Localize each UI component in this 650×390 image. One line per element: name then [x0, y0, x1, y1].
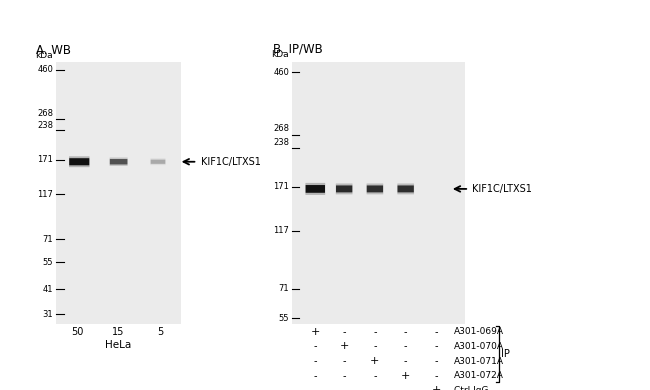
FancyBboxPatch shape	[110, 159, 127, 165]
Text: -: -	[313, 341, 317, 351]
Text: -: -	[404, 341, 408, 351]
Text: 50: 50	[71, 327, 83, 337]
Text: A301-069A: A301-069A	[454, 327, 504, 336]
Text: A301-070A: A301-070A	[454, 342, 504, 351]
Text: +: +	[370, 356, 380, 366]
Text: IP: IP	[500, 349, 510, 359]
Text: 117: 117	[37, 190, 53, 199]
Text: A301-072A: A301-072A	[454, 371, 504, 380]
Text: -: -	[404, 385, 408, 390]
Bar	[57, 62, 181, 324]
Text: 31: 31	[42, 310, 53, 319]
Text: +: +	[401, 371, 410, 381]
Text: -: -	[373, 385, 376, 390]
Text: 238: 238	[37, 121, 53, 130]
Text: +: +	[311, 327, 320, 337]
Text: -: -	[373, 371, 376, 381]
Text: 171: 171	[273, 182, 289, 191]
Bar	[57, 325, 181, 339]
Text: KIF1C/LTXS1: KIF1C/LTXS1	[201, 157, 261, 167]
FancyBboxPatch shape	[306, 185, 325, 193]
Text: 460: 460	[273, 67, 289, 76]
Text: A301-071A: A301-071A	[454, 356, 504, 365]
Text: 268: 268	[37, 109, 53, 118]
Text: kDa: kDa	[36, 51, 53, 60]
FancyBboxPatch shape	[367, 183, 384, 194]
FancyBboxPatch shape	[70, 158, 89, 165]
Text: KIF1C/LTXS1: KIF1C/LTXS1	[472, 184, 532, 194]
Text: -: -	[404, 327, 408, 337]
Text: -: -	[404, 356, 408, 366]
Text: 71: 71	[279, 284, 289, 293]
Text: Ctrl IgG: Ctrl IgG	[454, 386, 488, 390]
Text: 15: 15	[112, 327, 125, 337]
Text: 171: 171	[37, 155, 53, 164]
Text: 55: 55	[43, 258, 53, 267]
Text: -: -	[435, 356, 438, 366]
Text: 41: 41	[43, 285, 53, 294]
Text: -: -	[343, 327, 346, 337]
Text: 268: 268	[273, 124, 289, 133]
Bar	[292, 62, 465, 324]
Text: -: -	[373, 327, 376, 337]
Text: -: -	[343, 371, 346, 381]
Text: HeLa: HeLa	[105, 340, 132, 350]
FancyBboxPatch shape	[69, 156, 90, 167]
FancyBboxPatch shape	[397, 183, 414, 194]
Text: -: -	[343, 385, 346, 390]
Text: 117: 117	[273, 226, 289, 235]
Text: +: +	[339, 341, 349, 351]
Text: B. IP/WB: B. IP/WB	[273, 43, 323, 56]
FancyBboxPatch shape	[306, 183, 325, 195]
FancyBboxPatch shape	[398, 185, 414, 192]
Text: 238: 238	[273, 138, 289, 147]
Text: 460: 460	[37, 66, 53, 74]
FancyBboxPatch shape	[336, 185, 352, 192]
FancyBboxPatch shape	[336, 183, 352, 194]
Text: -: -	[313, 371, 317, 381]
Text: A. WB: A. WB	[36, 44, 71, 57]
Text: 5: 5	[157, 327, 163, 337]
Text: -: -	[435, 341, 438, 351]
Text: kDa: kDa	[272, 50, 289, 59]
Text: -: -	[313, 356, 317, 366]
Text: 55: 55	[279, 314, 289, 323]
Text: -: -	[435, 371, 438, 381]
FancyBboxPatch shape	[150, 158, 166, 165]
Text: 71: 71	[42, 235, 53, 244]
Text: -: -	[313, 385, 317, 390]
FancyBboxPatch shape	[367, 185, 383, 192]
Bar	[57, 339, 181, 351]
Text: -: -	[343, 356, 346, 366]
Text: -: -	[435, 327, 438, 337]
Text: +: +	[432, 385, 441, 390]
FancyBboxPatch shape	[151, 160, 165, 164]
FancyBboxPatch shape	[110, 158, 127, 166]
Text: -: -	[373, 341, 376, 351]
